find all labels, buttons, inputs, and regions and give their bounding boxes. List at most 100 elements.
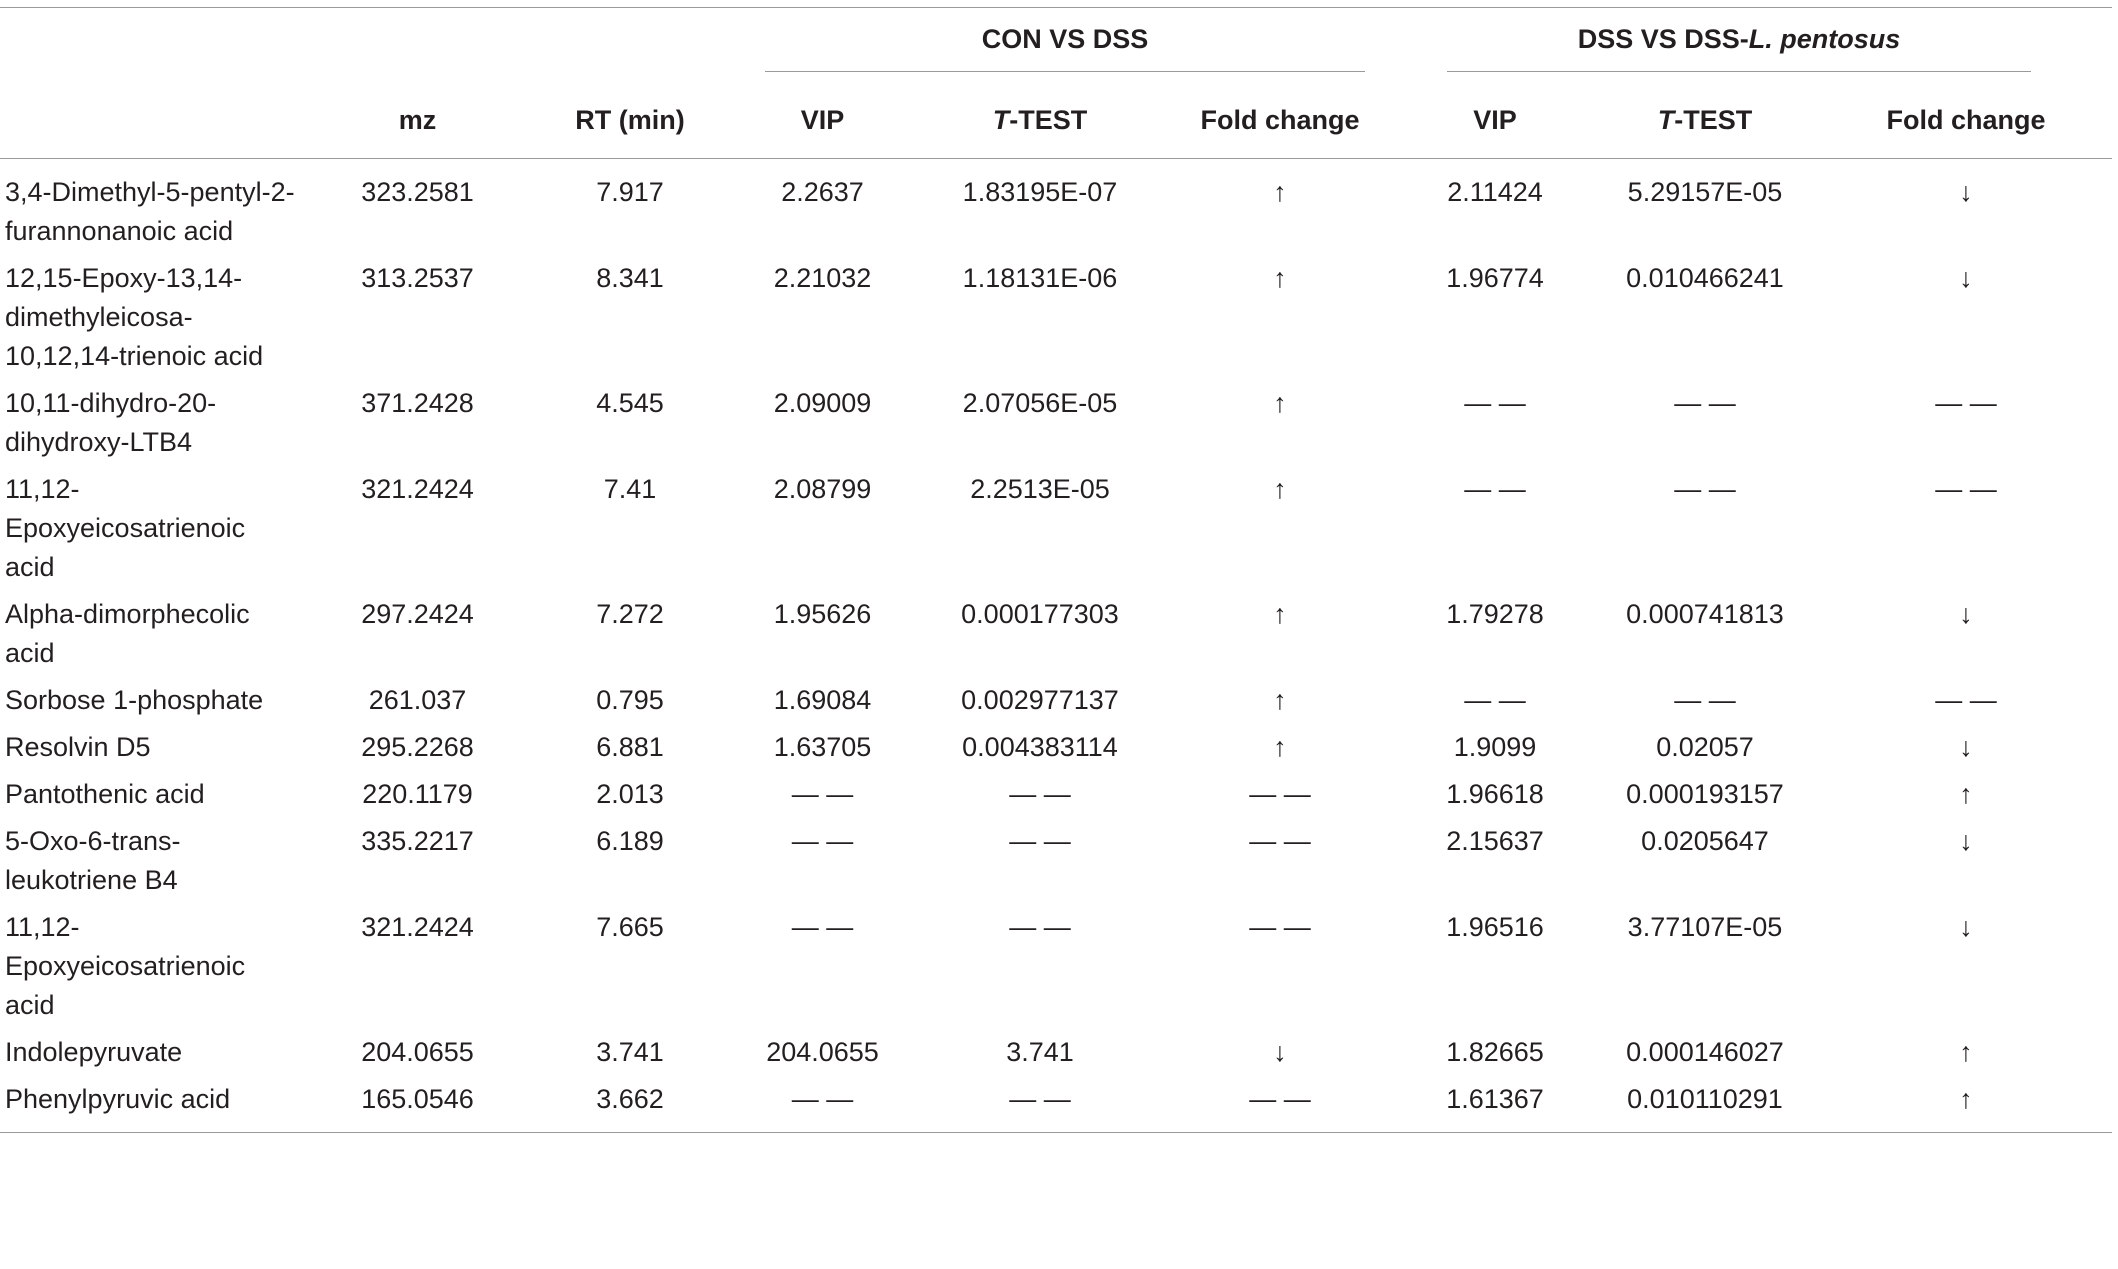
cell: 371.2428: [361, 388, 474, 418]
cell: ↑: [1273, 388, 1287, 418]
cell: — —: [791, 912, 854, 942]
cell: 0.002977137: [961, 685, 1119, 715]
cell: ↓: [1273, 1037, 1287, 1067]
cell: ↑: [1273, 685, 1287, 715]
column-header: Fold change: [1160, 83, 1400, 159]
cell: — —: [791, 779, 854, 809]
header-text: Fold change: [1200, 105, 1360, 135]
cell: 1.96774: [1446, 263, 1544, 293]
cell: 321.2424: [361, 474, 474, 504]
cell: 0.000146027: [1626, 1037, 1784, 1067]
header-text: VIP: [800, 105, 845, 135]
cell: 335.2217: [361, 826, 474, 856]
cell: 165.0546: [300, 1076, 535, 1133]
cell: 297.2424: [361, 599, 474, 629]
header-text: VIP: [1473, 105, 1517, 135]
cell: 2.11424: [1447, 177, 1543, 207]
table-body: 3,4-Dimethyl-5-pentyl-2-furannonanoic ac…: [0, 159, 2112, 1133]
cell: 2.2637: [781, 177, 864, 207]
cell: 1.96618: [1446, 779, 1544, 809]
cell: 0.000193157: [1626, 779, 1784, 809]
metabolite-table: CON VS DSS DSS VS DSS-L. pentosus mz RT (…: [0, 7, 2112, 1133]
cell: — —: [1674, 388, 1736, 418]
cell: 0.004383114: [962, 732, 1118, 762]
table-row: 3,4-Dimethyl-5-pentyl-2-furannonanoic ac…: [0, 159, 2112, 256]
metabolite-name: 11,12-Epoxyeicosatrienoic acid: [5, 474, 246, 582]
table-row: 11,12-Epoxyeicosatrienoic acid 321.2424 7.…: [0, 904, 2112, 1029]
cell: 1.18131E-06: [962, 263, 1118, 293]
cell: 1.96516: [1446, 912, 1544, 942]
cell: ↓: [1959, 263, 1973, 293]
cell: 204.0655: [766, 1037, 879, 1067]
column-header: VIP: [1400, 83, 1590, 159]
cell: 1.9099: [1453, 732, 1537, 762]
column-header: mz: [300, 83, 535, 159]
table-row: Alpha-dimorphecolic acid 297.2424 7.272 1.9…: [0, 591, 2112, 677]
cell: 0.010466241: [1626, 263, 1784, 293]
metabolite-name: Phenylpyruvic acid: [0, 1076, 300, 1133]
table-row: 11,12-Epoxyeicosatrienoic acid 321.2424 7.…: [0, 466, 2112, 591]
cell: ↑: [1273, 474, 1287, 504]
cell: ↑: [1959, 779, 1973, 809]
cell: 1.83195E-07: [962, 177, 1118, 207]
cell: 3.77107E-05: [1627, 912, 1783, 942]
group-header: DSS VS DSS-L. pentosus: [1400, 7, 2112, 83]
cell: 4.545: [596, 388, 664, 418]
metabolite-name: Indolepyruvate: [5, 1037, 183, 1067]
cell: 2.07056E-05: [962, 388, 1118, 418]
cell: 2.08799: [773, 474, 872, 504]
cell: 5.29157E-05: [1627, 177, 1783, 207]
cell: 220.1179: [362, 779, 473, 809]
cell: — —: [920, 1076, 1160, 1133]
cell: 7.665: [596, 912, 664, 942]
header-text: -TEST: [1674, 105, 1753, 135]
table-row: Pantothenic acid 220.1179 2.013 — — — — — — 1.…: [0, 771, 2112, 818]
column-header: T-TEST: [1590, 83, 1820, 159]
group-header: CON VS DSS: [725, 7, 1400, 83]
cell: — —: [1464, 685, 1526, 715]
cell: 8.341: [596, 263, 664, 293]
cell: — —: [1464, 474, 1526, 504]
cell: 0.0205647: [1641, 826, 1769, 856]
header-text: T: [1657, 105, 1675, 135]
cell: 2.09009: [773, 388, 872, 418]
cell: ↓: [1959, 826, 1973, 856]
header-text: -TEST: [1009, 105, 1088, 135]
cell: 3.741: [596, 1037, 664, 1067]
cell: — —: [1935, 474, 1997, 504]
cell: — —: [1009, 912, 1071, 942]
cell: ↑: [1273, 177, 1287, 207]
column-header-row: mz RT (min) VIP T-TEST Fold change VIP T-TEST F…: [0, 83, 2112, 159]
cell: — —: [1249, 912, 1311, 942]
cell: ↓: [1959, 912, 1973, 942]
metabolite-name: 12,15-Epoxy-13,14-dimethyleicosa-10,12,1…: [5, 263, 264, 371]
cell: 0.795: [596, 685, 664, 715]
table-row: Phenylpyruvic acid 165.0546 3.662— — — — — —…: [0, 1076, 2112, 1133]
cell: 6.881: [596, 732, 664, 762]
metabolite-name: 5-Oxo-6-trans-leukotriene B4: [5, 826, 181, 895]
cell: — —: [725, 1076, 920, 1133]
table-row: Indolepyruvate 204.0655 3.741 204.0655 3.741…: [0, 1029, 2112, 1076]
column-header: T-TEST: [920, 83, 1160, 159]
cell: 0.010110291: [1590, 1076, 1820, 1133]
cell: 204.0655: [361, 1037, 474, 1067]
metabolite-name: Alpha-dimorphecolic acid: [5, 599, 250, 668]
cell: ↓: [1959, 732, 1973, 762]
cell: — —: [1009, 779, 1071, 809]
cell: 321.2424: [361, 912, 474, 942]
cell: — —: [1935, 388, 1997, 418]
cell: — —: [791, 826, 854, 856]
cell: — —: [1249, 779, 1311, 809]
cell: 3.662: [535, 1076, 725, 1133]
table-row: Sorbose 1-phosphate 261.037 0.795 1.69084 0.…: [0, 677, 2112, 724]
cell: ↑: [1959, 1037, 1973, 1067]
column-header: VIP: [725, 83, 920, 159]
table-row: Resolvin D5 295.2268 6.881 1.63705 0.0043831…: [0, 724, 2112, 771]
cell: — —: [1674, 685, 1736, 715]
metabolite-name: Sorbose 1-phosphate: [5, 685, 264, 715]
page: CON VS DSS DSS VS DSS-L. pentosus mz RT (…: [0, 7, 2118, 1269]
cell: 2.21032: [773, 263, 872, 293]
header-text: T: [992, 105, 1010, 135]
cell: — —: [1674, 474, 1736, 504]
cell: ↑: [1273, 599, 1287, 629]
